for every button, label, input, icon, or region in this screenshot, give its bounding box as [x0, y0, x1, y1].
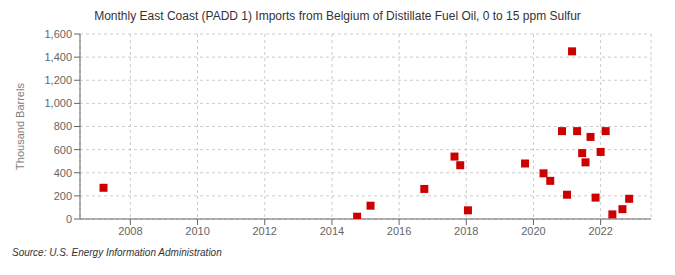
- svg-text:2022: 2022: [588, 225, 612, 237]
- svg-text:2008: 2008: [118, 225, 142, 237]
- svg-text:0: 0: [66, 213, 72, 225]
- svg-text:2018: 2018: [454, 225, 478, 237]
- svg-text:1,000: 1,000: [44, 97, 72, 109]
- html-text:Monthly East Coast (PADD 1) Im: Monthly East Coast (PADD 1) Imports from…: [94, 9, 581, 23]
- svg-text:Thousand Barrels: Thousand Barrels: [14, 83, 26, 170]
- svg-text:2020: 2020: [521, 225, 545, 237]
- svg-text:2012: 2012: [252, 225, 276, 237]
- svg-text:2010: 2010: [185, 225, 209, 237]
- svg-text:2014: 2014: [320, 225, 344, 237]
- svg-text:1,400: 1,400: [44, 51, 72, 63]
- svg-text:2016: 2016: [387, 225, 411, 237]
- svg-text:800: 800: [54, 120, 72, 132]
- svg-text:1,600: 1,600: [44, 28, 72, 40]
- svg-text:600: 600: [54, 144, 72, 156]
- svg-text:1,200: 1,200: [44, 74, 72, 86]
- svg-text:200: 200: [54, 190, 72, 202]
- svg-text:400: 400: [54, 167, 72, 179]
- html-text:Source: U.S. Energy Informatio: Source: U.S. Energy Information Administ…: [12, 247, 222, 258]
